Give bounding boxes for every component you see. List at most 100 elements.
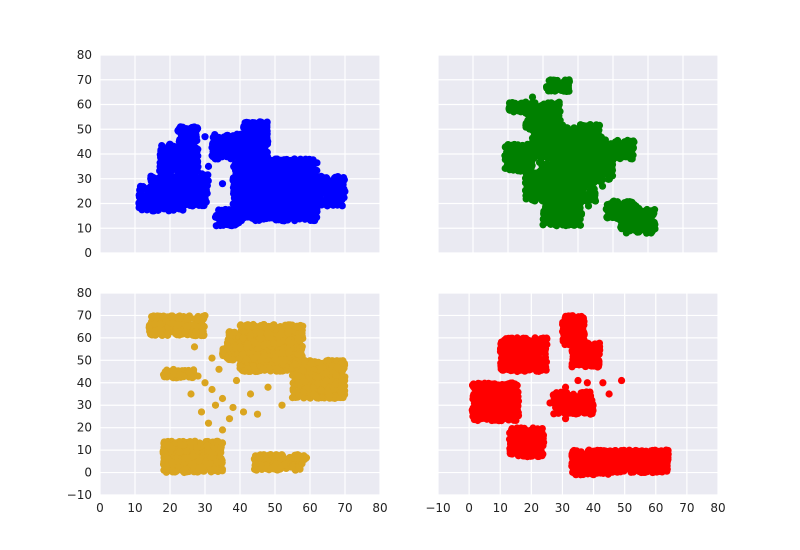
scatter-point xyxy=(506,106,515,114)
scatter-point xyxy=(170,142,178,150)
scatter-point xyxy=(155,198,163,206)
scatter-point xyxy=(541,214,549,222)
scatter-point xyxy=(547,99,555,107)
scatter-point xyxy=(340,193,348,202)
scatter-point xyxy=(147,172,155,180)
scatter-point xyxy=(185,199,194,208)
scatter-point xyxy=(309,156,317,164)
scatter-point xyxy=(162,179,171,187)
scatter-point xyxy=(555,131,563,139)
scatter-point xyxy=(501,155,509,164)
scatter-point xyxy=(570,142,578,150)
scatter-point xyxy=(261,186,269,195)
scatter-point xyxy=(181,165,189,173)
scatter-point xyxy=(178,173,187,181)
scatter-point xyxy=(299,161,307,170)
scatter-point xyxy=(614,136,622,145)
scatter-point xyxy=(177,129,185,137)
scatter-point xyxy=(220,214,228,223)
scatter-point xyxy=(516,158,525,167)
scatter-point xyxy=(251,159,260,167)
scatter-point xyxy=(270,159,278,167)
scatter-point xyxy=(305,166,313,175)
scatter-point xyxy=(137,189,145,198)
scatter-point xyxy=(191,190,200,198)
scatter-point xyxy=(183,155,192,163)
scatter-point xyxy=(566,180,574,188)
scatter-point xyxy=(537,133,545,142)
scatter-point xyxy=(216,207,225,216)
scatter-point xyxy=(230,187,239,195)
scatter-point xyxy=(211,147,220,156)
scatter-point xyxy=(171,181,180,189)
y-tick-label: 20 xyxy=(77,197,92,211)
scatter-point xyxy=(284,216,292,224)
scatter-point xyxy=(200,199,208,208)
scatter-point xyxy=(319,174,328,182)
scatter-point xyxy=(263,118,271,126)
scatter-point xyxy=(220,142,229,150)
scatter-point xyxy=(287,187,295,196)
scatter-point xyxy=(164,205,173,213)
scatter-point xyxy=(541,109,549,117)
scatter-point xyxy=(202,176,210,185)
scatter-point xyxy=(252,168,261,176)
scatter-point xyxy=(155,188,164,196)
y-tick-label: 0 xyxy=(84,246,92,260)
scatter-point xyxy=(538,152,546,160)
scatter-point xyxy=(607,153,615,161)
scatter-point xyxy=(565,188,574,196)
scatter-point xyxy=(160,153,168,162)
scatter-point xyxy=(544,147,552,155)
scatter-point xyxy=(260,170,269,178)
scatter-point xyxy=(250,215,258,223)
scatter-point xyxy=(624,153,632,161)
scatter-point xyxy=(187,135,195,143)
scatter-point xyxy=(281,182,289,190)
scatter-point xyxy=(178,199,186,207)
scatter-point xyxy=(220,148,228,156)
scatter-point xyxy=(331,194,339,202)
scatter-point xyxy=(556,162,565,170)
scatter-point xyxy=(279,172,287,180)
y-tick-label: 30 xyxy=(77,172,92,186)
scatter-point xyxy=(602,149,610,157)
scatter-point xyxy=(267,171,275,179)
scatter-point xyxy=(564,82,572,90)
scatter-point xyxy=(194,145,202,153)
y-tick-label: 60 xyxy=(77,98,92,112)
y-tick-label: 10 xyxy=(77,221,92,235)
scatter-point xyxy=(552,210,560,219)
scatter-point xyxy=(266,212,275,220)
scatter-point xyxy=(292,165,300,173)
scatter-point xyxy=(537,101,546,110)
scatter-point xyxy=(558,199,566,207)
scatter-point xyxy=(563,169,571,177)
scatter-point xyxy=(530,131,539,139)
scatter-point xyxy=(149,197,157,206)
scatter-point xyxy=(552,143,561,151)
scatter-point xyxy=(313,166,321,175)
scatter-point xyxy=(177,149,185,157)
scatter-point xyxy=(250,181,258,189)
scatter-point xyxy=(325,186,333,195)
scatter-point xyxy=(516,148,524,156)
scatter-point xyxy=(564,128,572,136)
scatter-point xyxy=(593,126,601,135)
scatter-point xyxy=(573,197,581,206)
scatter-point xyxy=(563,146,571,154)
scatter-point xyxy=(277,188,285,196)
scatter-point xyxy=(272,210,280,218)
scatter-point xyxy=(303,175,311,184)
scatter-point xyxy=(320,187,328,195)
scatter-point xyxy=(150,190,158,198)
scatter-point xyxy=(240,124,248,132)
scatter-point xyxy=(293,174,301,182)
scatter-point xyxy=(301,182,309,191)
scatter-point xyxy=(192,200,200,208)
scatter-point xyxy=(282,203,290,212)
scatter-point xyxy=(555,190,563,198)
scatter-point xyxy=(197,190,206,198)
scatter-point xyxy=(576,144,585,152)
